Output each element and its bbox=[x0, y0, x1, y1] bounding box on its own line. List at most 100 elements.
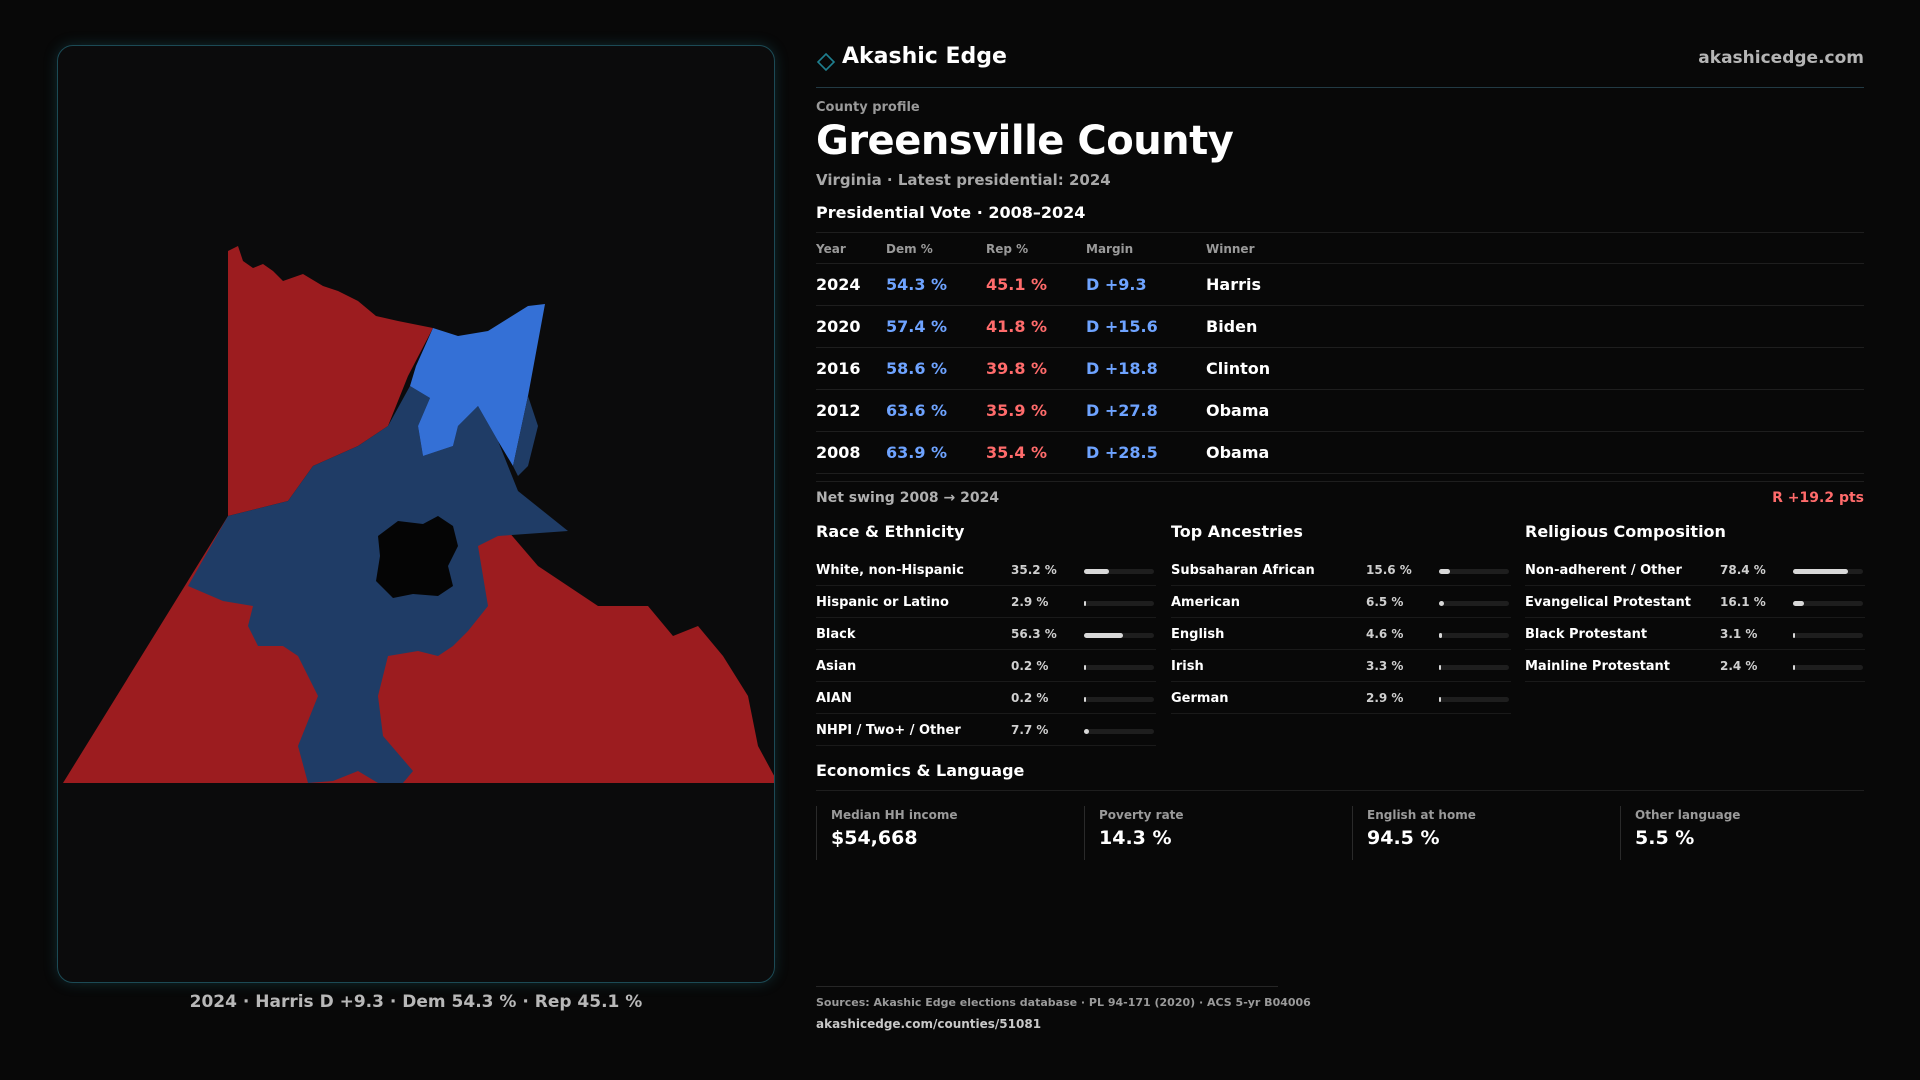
cell-dem: 57.4 % bbox=[886, 317, 948, 336]
item-label: Evangelical Protestant bbox=[1525, 595, 1691, 610]
list-item: Non-adherent / Other 78.4 % bbox=[1525, 554, 1865, 586]
share-bar-fill bbox=[1084, 697, 1086, 702]
share-bar-fill bbox=[1084, 569, 1109, 574]
item-value: 6.5 % bbox=[1366, 595, 1404, 609]
list-item: English 4.6 % bbox=[1171, 618, 1511, 650]
table-row: 2008 63.9 % 35.4 % D +28.5 Obama bbox=[816, 432, 1864, 474]
stat-label: Median HH income bbox=[831, 808, 958, 822]
cell-year: 2008 bbox=[816, 443, 861, 462]
item-label: Hispanic or Latino bbox=[816, 595, 949, 610]
stat-value: 5.5 % bbox=[1635, 827, 1695, 849]
stat-card-poverty: Poverty rate 14.3 % bbox=[1084, 806, 1344, 860]
share-bar-fill bbox=[1084, 665, 1086, 670]
list-item: Asian 0.2 % bbox=[816, 650, 1156, 682]
diamond-logo-icon bbox=[816, 52, 836, 72]
map-region-east-dem[interactable] bbox=[513, 396, 538, 476]
cell-rep: 39.8 % bbox=[986, 359, 1048, 378]
presidential-vote-table: Year Dem % Rep % Margin Winner 2024 54.3… bbox=[816, 232, 1864, 474]
share-bar bbox=[1439, 601, 1509, 606]
map-region-central-dem[interactable] bbox=[188, 386, 568, 783]
item-value: 2.9 % bbox=[1366, 691, 1404, 705]
table-header: Year Dem % Rep % Margin Winner bbox=[816, 233, 1864, 264]
list-item: Black 56.3 % bbox=[816, 618, 1156, 650]
share-bar bbox=[1084, 665, 1154, 670]
share-bar-fill bbox=[1439, 601, 1444, 606]
item-value: 16.1 % bbox=[1720, 595, 1766, 609]
map-caption: 2024 · Harris D +9.3 · Dem 54.3 % · Rep … bbox=[189, 992, 643, 1012]
cell-year: 2012 bbox=[816, 401, 861, 420]
map-region-town[interactable] bbox=[376, 516, 458, 598]
county-profile-panel: Akashic Edge akashicedge.com County prof… bbox=[816, 40, 1865, 1031]
item-label: American bbox=[1171, 595, 1241, 610]
item-label: Black bbox=[816, 627, 856, 642]
cell-winner: Clinton bbox=[1206, 359, 1271, 378]
stat-value: $54,668 bbox=[831, 827, 918, 849]
item-label: English bbox=[1171, 627, 1225, 642]
brand-url-link[interactable]: akashicedge.com bbox=[1698, 48, 1864, 68]
share-bar-fill bbox=[1084, 633, 1124, 638]
share-bar bbox=[1793, 569, 1863, 574]
stat-value: 14.3 % bbox=[1099, 827, 1172, 849]
footer-divider bbox=[816, 986, 1278, 987]
map-region-northeast-dem[interactable] bbox=[410, 304, 545, 466]
item-value: 7.7 % bbox=[1011, 723, 1049, 737]
cell-rep: 35.4 % bbox=[986, 443, 1048, 462]
share-bar-fill bbox=[1084, 729, 1090, 734]
cell-rep: 41.8 % bbox=[986, 317, 1048, 336]
share-bar bbox=[1084, 729, 1154, 734]
precinct-map[interactable] bbox=[57, 45, 775, 983]
column-header-margin: Margin bbox=[1086, 242, 1134, 256]
precinct-map-svg bbox=[63, 246, 774, 783]
cell-winner: Biden bbox=[1206, 317, 1258, 336]
item-label: White, non-Hispanic bbox=[816, 563, 964, 578]
cell-dem: 63.9 % bbox=[886, 443, 948, 462]
profile-eyebrow: County profile bbox=[816, 100, 920, 115]
item-label: AIAN bbox=[816, 691, 852, 706]
item-value: 0.2 % bbox=[1011, 659, 1049, 673]
religion-title: Religious Composition bbox=[1525, 522, 1726, 541]
share-bar bbox=[1439, 665, 1509, 670]
list-item: Subsaharan African 15.6 % bbox=[1171, 554, 1511, 586]
race-ethnicity-title: Race & Ethnicity bbox=[816, 522, 965, 541]
item-label: Black Protestant bbox=[1525, 627, 1648, 642]
item-value: 3.3 % bbox=[1366, 659, 1404, 673]
share-bar-fill bbox=[1439, 665, 1442, 670]
item-value: 4.6 % bbox=[1366, 627, 1404, 641]
table-row: 2012 63.6 % 35.9 % D +27.8 Obama bbox=[816, 390, 1864, 432]
share-bar bbox=[1793, 665, 1863, 670]
list-item: Evangelical Protestant 16.1 % bbox=[1525, 586, 1865, 618]
list-item: German 2.9 % bbox=[1171, 682, 1511, 714]
list-item: Mainline Protestant 2.4 % bbox=[1525, 650, 1865, 682]
share-bar-fill bbox=[1793, 665, 1795, 670]
share-bar-fill bbox=[1084, 601, 1087, 606]
share-bar-fill bbox=[1793, 601, 1805, 606]
cell-rep: 45.1 % bbox=[986, 275, 1048, 294]
cell-margin: D +28.5 bbox=[1086, 443, 1158, 462]
economics-title: Economics & Language bbox=[816, 761, 1025, 780]
stat-card-english: English at home 94.5 % bbox=[1352, 806, 1612, 860]
column-header-year: Year bbox=[816, 242, 846, 256]
item-value: 3.1 % bbox=[1720, 627, 1758, 641]
share-bar-fill bbox=[1439, 633, 1443, 638]
ancestries-title: Top Ancestries bbox=[1171, 522, 1303, 541]
table-row: 2024 54.3 % 45.1 % D +9.3 Harris bbox=[816, 264, 1864, 306]
cell-year: 2016 bbox=[816, 359, 861, 378]
share-bar bbox=[1793, 601, 1863, 606]
cell-margin: D +9.3 bbox=[1086, 275, 1147, 294]
item-label: Mainline Protestant bbox=[1525, 659, 1671, 674]
share-bar bbox=[1084, 697, 1154, 702]
brand-name[interactable]: Akashic Edge bbox=[842, 44, 1007, 69]
stat-label: Other language bbox=[1635, 808, 1741, 822]
item-value: 15.6 % bbox=[1366, 563, 1412, 577]
share-bar bbox=[1084, 601, 1154, 606]
list-item: Irish 3.3 % bbox=[1171, 650, 1511, 682]
share-bar bbox=[1084, 569, 1154, 574]
swing-divider bbox=[816, 481, 1864, 482]
source-url-link[interactable]: akashicedge.com/counties/51081 bbox=[816, 1017, 1042, 1031]
column-header-dem: Dem % bbox=[886, 242, 933, 256]
cell-dem: 54.3 % bbox=[886, 275, 948, 294]
list-item: Hispanic or Latino 2.9 % bbox=[816, 586, 1156, 618]
race-ethnicity-section: Race & Ethnicity White, non-Hispanic 35.… bbox=[816, 522, 1156, 746]
cell-rep: 35.9 % bbox=[986, 401, 1048, 420]
map-region-northwest-rep[interactable] bbox=[228, 246, 433, 516]
